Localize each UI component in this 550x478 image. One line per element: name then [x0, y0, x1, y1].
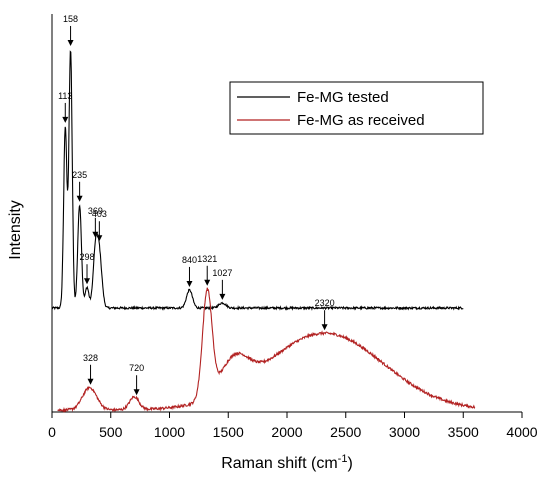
series-layer	[51, 50, 476, 413]
annotation-arrowhead	[92, 231, 99, 238]
annotation-label: 298	[79, 252, 94, 262]
annotation-arrowhead	[84, 278, 91, 285]
annotation-arrowhead	[76, 195, 83, 202]
legend-label-as-received: Fe-MG as received	[297, 112, 425, 129]
x-tick-label: 2000	[271, 424, 302, 440]
annotation-arrowhead	[219, 293, 226, 300]
x-tick-label: 0	[48, 424, 56, 440]
x-axis-title-sup: -1	[338, 453, 348, 465]
x-tick-label: 3500	[448, 424, 479, 440]
x-axis-title-close: )	[347, 455, 352, 472]
x-tick-label: 500	[99, 424, 123, 440]
annotation-label: 235	[72, 170, 87, 180]
annotation-label: 113	[58, 91, 72, 101]
y-axis-title: Intensity	[7, 200, 24, 260]
annotation-label: 328	[83, 353, 98, 363]
annotation-arrowhead	[321, 324, 328, 331]
x-axis-ticks: 0 500 1000 1500 2000 2500 3000 3500 4000	[48, 412, 538, 440]
series-line-0	[51, 50, 464, 311]
legend-label-tested: Fe-MG tested	[297, 89, 389, 106]
x-tick-label: 3000	[389, 424, 420, 440]
annotation-arrowhead	[62, 116, 69, 123]
series-line-1	[57, 287, 476, 413]
annotation-arrowhead	[87, 378, 94, 385]
x-tick-label: 1500	[213, 424, 244, 440]
annotation-arrowhead	[186, 280, 193, 287]
annotation-label: 720	[129, 363, 144, 373]
x-axis-title: Raman shift (cm-1)	[221, 453, 353, 472]
annotation-label: 1321	[197, 254, 217, 264]
x-tick-label: 4000	[506, 424, 537, 440]
x-tick-label: 2500	[330, 424, 361, 440]
x-tick-label: 1000	[154, 424, 185, 440]
annotation-label: 158	[63, 14, 78, 24]
legend-box	[229, 81, 484, 135]
annotation-label: 403	[92, 209, 107, 219]
annotation-arrowhead	[133, 389, 140, 396]
annotation-label: 1027	[212, 268, 232, 278]
annotation-label: 369	[88, 206, 103, 216]
x-axis-title-main: Raman shift (cm	[221, 455, 337, 472]
legend: Fe-MG tested Fe-MG as received	[229, 81, 484, 135]
annotation-arrowhead	[67, 39, 74, 46]
annotation-arrowhead	[204, 279, 211, 286]
annotation-arrowhead	[96, 235, 103, 242]
annotation-label: 840	[182, 255, 197, 265]
annotation-label: 2320	[315, 298, 335, 308]
